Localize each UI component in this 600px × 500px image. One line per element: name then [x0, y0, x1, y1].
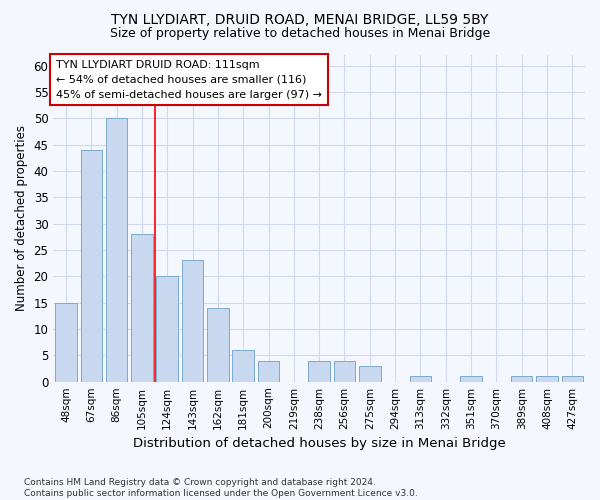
Bar [106, 118, 127, 382]
Bar [334, 360, 355, 382]
Text: Size of property relative to detached houses in Menai Bridge: Size of property relative to detached ho… [110, 28, 490, 40]
Bar [258, 360, 279, 382]
Bar [232, 350, 254, 382]
Bar [55, 302, 77, 382]
Bar [182, 260, 203, 382]
Bar [131, 234, 152, 382]
Bar [359, 366, 380, 382]
Text: TYN LLYDIART, DRUID ROAD, MENAI BRIDGE, LL59 5BY: TYN LLYDIART, DRUID ROAD, MENAI BRIDGE, … [112, 12, 488, 26]
Bar [157, 276, 178, 382]
Text: TYN LLYDIART DRUID ROAD: 111sqm
← 54% of detached houses are smaller (116)
45% o: TYN LLYDIART DRUID ROAD: 111sqm ← 54% of… [56, 60, 322, 100]
Bar [80, 150, 102, 382]
Bar [410, 376, 431, 382]
Text: Contains HM Land Registry data © Crown copyright and database right 2024.
Contai: Contains HM Land Registry data © Crown c… [24, 478, 418, 498]
Bar [207, 308, 229, 382]
Bar [460, 376, 482, 382]
Bar [308, 360, 330, 382]
Y-axis label: Number of detached properties: Number of detached properties [15, 126, 28, 312]
Bar [536, 376, 558, 382]
Bar [562, 376, 583, 382]
X-axis label: Distribution of detached houses by size in Menai Bridge: Distribution of detached houses by size … [133, 437, 506, 450]
Bar [511, 376, 532, 382]
